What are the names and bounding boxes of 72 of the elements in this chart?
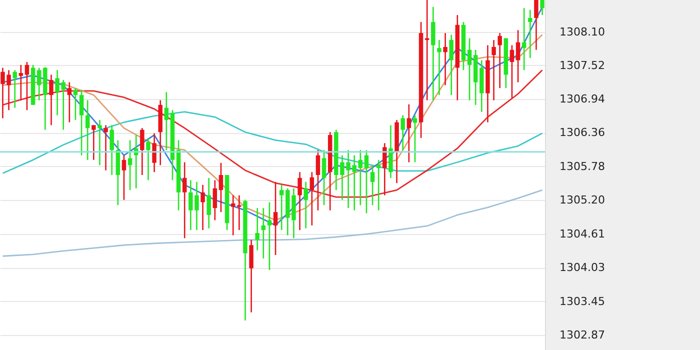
candlestick xyxy=(358,149,363,206)
candlestick xyxy=(152,132,156,173)
y-tick-label: 1308.10 xyxy=(560,25,605,38)
candlestick xyxy=(128,140,132,191)
candlestick xyxy=(104,124,108,172)
y-tick-label: 1304.61 xyxy=(560,228,605,241)
candlestick xyxy=(146,137,150,181)
candlestick xyxy=(310,171,314,226)
candlestick xyxy=(498,32,502,89)
candlestick xyxy=(200,184,205,231)
candlestick xyxy=(370,164,375,206)
candlestick xyxy=(382,142,387,196)
candlestick xyxy=(12,69,17,108)
candlestick xyxy=(273,181,278,256)
candlestick xyxy=(467,38,472,101)
candlestick xyxy=(279,184,284,231)
candlestick xyxy=(400,114,405,151)
y-tick-label: 1304.03 xyxy=(560,261,605,274)
candlestick xyxy=(388,124,393,179)
candlestick xyxy=(443,32,448,86)
candlestick xyxy=(516,29,520,83)
candlestick xyxy=(261,207,266,260)
y-tick-label: 1306.36 xyxy=(560,126,605,140)
candlestick xyxy=(437,39,442,96)
candlestick xyxy=(206,177,211,229)
line-series xyxy=(2,189,543,257)
candlestick xyxy=(316,149,320,211)
candlestick xyxy=(267,202,272,271)
y-tick-label: 1302.87 xyxy=(560,328,605,342)
candlestick xyxy=(255,207,260,251)
candlestick xyxy=(164,91,169,151)
candlestick xyxy=(122,154,126,201)
candlestick xyxy=(406,104,412,163)
candlestick xyxy=(73,87,78,121)
candlestick xyxy=(79,89,84,156)
candlestick xyxy=(298,171,302,231)
candlestick xyxy=(528,9,532,59)
y-tick-label: 1306.94 xyxy=(560,92,605,106)
candlestick xyxy=(67,82,72,123)
candlestick xyxy=(424,0,430,101)
candlestick xyxy=(249,239,254,313)
candlestick xyxy=(24,61,30,111)
candlestick xyxy=(492,39,496,101)
candlestick xyxy=(36,67,42,101)
candlestick xyxy=(376,159,381,211)
candlestick xyxy=(364,149,369,214)
candlestick xyxy=(522,7,526,71)
candlestick xyxy=(92,124,96,161)
candlestick xyxy=(110,124,114,176)
candlestick xyxy=(85,100,90,161)
candlestick xyxy=(322,149,326,206)
y-tick-label: 1305.78 xyxy=(560,160,605,173)
candlestick xyxy=(510,44,514,99)
line-series xyxy=(2,111,543,174)
candlestick xyxy=(230,194,236,236)
candlestick xyxy=(540,0,544,16)
candlestick xyxy=(412,114,418,163)
candlestick xyxy=(431,6,436,101)
candlestick xyxy=(212,180,218,221)
y-tick-label: 1305.20 xyxy=(560,193,605,206)
candlestick xyxy=(49,74,54,126)
candlestick xyxy=(98,119,102,166)
candlestick xyxy=(218,162,224,213)
candlestick xyxy=(449,34,454,96)
y-tick-label: 1303.45 xyxy=(560,294,605,308)
y-tick-label: 1307.52 xyxy=(560,58,605,72)
candlestick xyxy=(237,194,242,231)
candlestick xyxy=(140,127,144,176)
candlestick xyxy=(534,0,538,50)
candlestick xyxy=(182,162,187,239)
candlestick xyxy=(304,181,308,229)
candlestick xyxy=(18,64,24,101)
